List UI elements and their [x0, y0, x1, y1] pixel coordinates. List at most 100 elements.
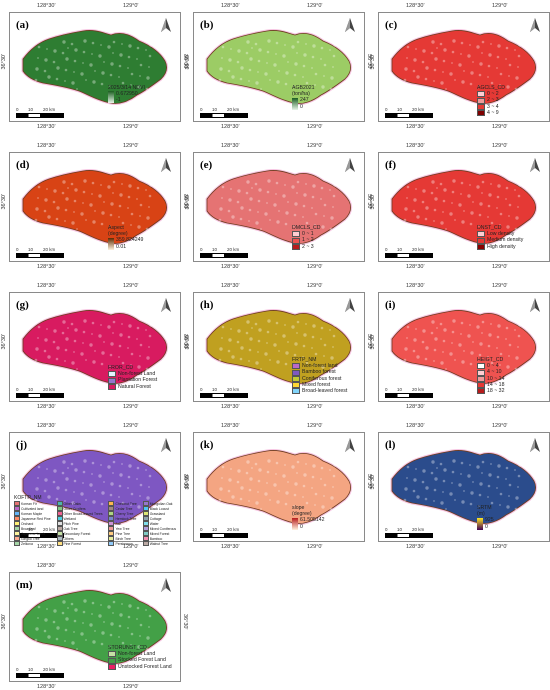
texture-dot: [434, 57, 438, 61]
map-area: [390, 449, 538, 525]
texture-dot: [65, 617, 69, 621]
texture-dot: [83, 599, 87, 603]
lon-label-right-bottom: 129°0': [123, 124, 139, 130]
texture-dot: [439, 322, 443, 326]
texture-dot: [47, 495, 51, 499]
texture-dot: [463, 350, 465, 352]
texture-dot: [305, 463, 307, 465]
texture-dot: [518, 43, 522, 47]
legend-gradient: [108, 91, 114, 104]
texture-dot: [311, 207, 313, 209]
texture-dot: [139, 623, 143, 627]
texture-dot: [101, 71, 105, 75]
texture-dot: [293, 213, 297, 217]
legend-item-label: Cultivated land: [21, 506, 44, 511]
texture-dot: [231, 215, 235, 219]
texture-dot: [46, 226, 50, 230]
texture-dot: [55, 89, 57, 91]
texture-dot: [80, 352, 84, 356]
texture-dot: [296, 320, 300, 324]
texture-dot: [219, 487, 223, 491]
texture-dot: [65, 197, 69, 201]
texture-dot: [416, 75, 420, 79]
texture-dot: [517, 206, 519, 208]
texture-dot: [218, 40, 220, 42]
legend-item-label: Oak Tree: [63, 526, 78, 531]
region-shape: [206, 170, 352, 244]
texture-dot: [74, 188, 78, 192]
lon-label-right-bottom: 129°0': [492, 124, 508, 130]
texture-dot: [267, 179, 271, 183]
texture-dot: [38, 504, 42, 508]
legend-swatch: [142, 526, 149, 532]
texture-dot: [284, 184, 286, 186]
texture-dot: [430, 51, 434, 55]
texture-dot: [505, 326, 509, 330]
lon-label-right-bottom: 129°0': [307, 124, 323, 130]
texture-dot: [514, 49, 516, 51]
texture-dot: [496, 487, 498, 489]
texture-dot: [496, 207, 498, 209]
texture-dot: [436, 467, 438, 469]
texture-dot: [284, 82, 288, 86]
texture-dot: [442, 59, 446, 63]
texture-dot: [52, 620, 56, 624]
scale-label-20: 20 km: [412, 247, 425, 252]
texture-dot: [230, 468, 232, 470]
texture-dot: [434, 477, 438, 481]
lon-label-right: 129°0': [307, 3, 323, 9]
texture-dot: [136, 618, 138, 620]
texture-dot: [403, 358, 407, 362]
legend-item: Bamboo forest: [292, 369, 347, 376]
texture-dot: [89, 483, 93, 487]
texture-dot: [47, 355, 51, 359]
legend-item: Plantation Forest: [108, 377, 157, 384]
legend-item: Walnut Tree: [142, 541, 179, 547]
legend-item: 0 ~ 2: [477, 91, 505, 98]
texture-dot: [236, 480, 240, 484]
texture-dot: [469, 464, 471, 466]
texture-dot: [37, 337, 39, 339]
texture-dot: [424, 497, 428, 501]
texture-dot: [37, 185, 41, 189]
texture-dot: [508, 203, 512, 207]
texture-dot: [100, 502, 104, 506]
north-arrow-icon: [529, 157, 541, 173]
texture-dot: [136, 338, 138, 340]
texture-dot: [333, 323, 337, 327]
legend-value: 61.505142: [300, 517, 325, 524]
texture-dot: [46, 366, 50, 370]
texture-dot: [314, 212, 318, 216]
texture-dot: [98, 474, 102, 478]
texture-dot: [312, 44, 316, 48]
texture-dot: [413, 58, 417, 62]
texture-dot: [329, 49, 331, 51]
texture-dot: [264, 72, 268, 76]
texture-dot: [37, 325, 41, 329]
texture-dot: [320, 478, 322, 480]
legend-item-label: Black Locust: [149, 506, 169, 511]
texture-dot: [65, 337, 69, 341]
legend-item: 18 ~ 32: [477, 388, 504, 395]
legend-swatch: [56, 526, 63, 532]
texture-dot: [421, 200, 425, 204]
scale-label-10: 10: [212, 387, 218, 392]
scale-bar: 0 10 20 km: [16, 667, 66, 678]
texture-dot: [47, 635, 51, 639]
texture-dot: [458, 63, 462, 67]
texture-dot: [305, 323, 307, 325]
lat-label-left: 36°30': [1, 614, 7, 630]
texture-dot: [64, 80, 66, 82]
texture-dot: [451, 202, 453, 204]
lat-label-left: 36°30': [185, 194, 191, 210]
texture-dot: [404, 347, 408, 351]
legend-swatch: [108, 506, 115, 512]
legend-title: HEIGT_CD: [477, 357, 504, 363]
texture-dot: [148, 334, 152, 338]
texture-dot: [490, 81, 494, 85]
texture-dot: [98, 194, 102, 198]
texture-dot: [497, 324, 501, 328]
texture-dot: [64, 628, 68, 632]
texture-dot: [490, 361, 494, 365]
texture-dot: [469, 44, 471, 46]
